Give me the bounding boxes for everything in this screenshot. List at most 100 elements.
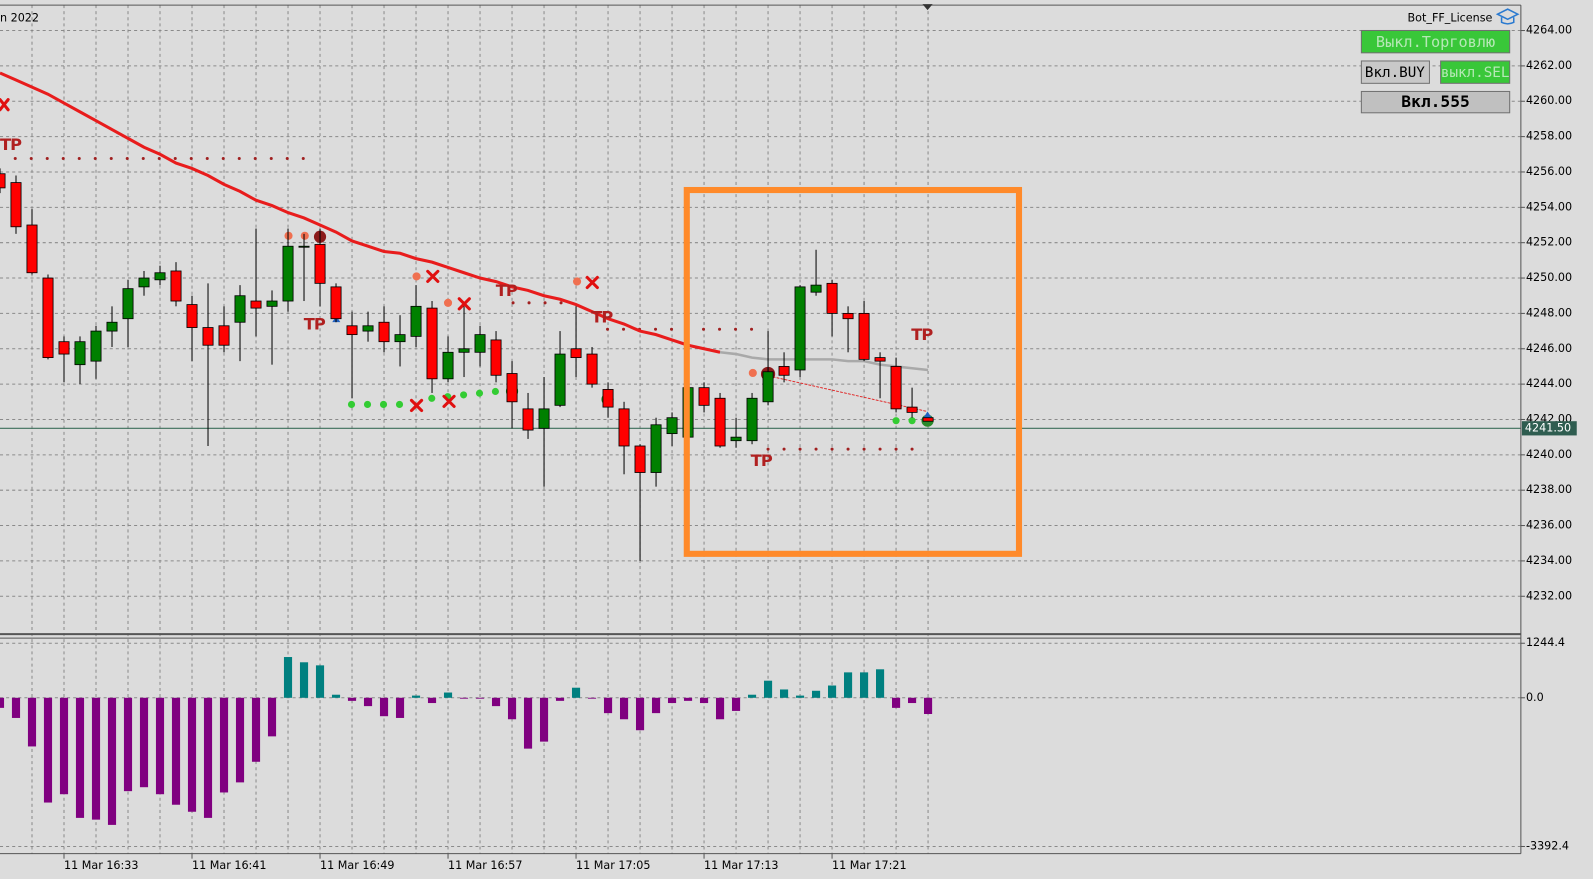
y-tick-label: 4254.00 [1526, 200, 1572, 213]
histogram-bar [667, 697, 677, 704]
y-tick-label: 4238.00 [1526, 483, 1572, 496]
histogram-bar [779, 689, 789, 698]
x-tick-label: 11 Mar 17:21 [832, 859, 906, 872]
arrow-mark [923, 411, 932, 418]
candle-body [730, 436, 742, 442]
button-label[interactable]: Вкл.555 [1401, 92, 1469, 111]
candle-body [506, 373, 518, 403]
candle-body [250, 300, 262, 309]
histogram-bar [427, 697, 437, 704]
x-tick-label: 11 Mar 16:57 [448, 859, 522, 872]
histogram-bar [875, 669, 885, 698]
candle-body [378, 321, 390, 343]
current-price-label: 4241.50 [1525, 421, 1571, 434]
histogram-bar [331, 694, 341, 698]
candle-body [314, 244, 326, 284]
histogram-bar [43, 697, 53, 803]
candle-body [554, 353, 566, 406]
close-marks [0, 98, 599, 413]
histogram-bar [59, 697, 69, 795]
histogram-bar [619, 697, 629, 720]
y-tick-label: -3392.4 [1526, 839, 1569, 852]
histogram-bar [587, 697, 597, 699]
histogram-bar [347, 697, 357, 701]
y-tick-label: 4256.00 [1526, 165, 1572, 178]
button-label[interactable]: Вкл.BUY [1365, 65, 1425, 81]
y-tick-label: 4234.00 [1526, 554, 1572, 567]
button[interactable]: Вкл.BUY [1360, 60, 1430, 84]
candle-body [10, 182, 22, 228]
y-tick-label: 4258.00 [1526, 130, 1572, 143]
histogram-bar [203, 697, 213, 818]
candle-body [74, 341, 86, 366]
moving-average [0, 71, 721, 354]
histogram-bar [571, 687, 581, 698]
entry-dots [428, 387, 502, 402]
candle-body [234, 295, 246, 323]
candle-body [858, 312, 870, 360]
y-tick-label: 4246.00 [1526, 342, 1572, 355]
histogram-bar [171, 697, 181, 805]
histogram-bar [475, 697, 485, 699]
x-tick-label: 11 Mar 16:41 [192, 859, 266, 872]
y-tick-label: 4260.00 [1526, 94, 1572, 107]
histogram-bar [747, 694, 757, 698]
dot [412, 272, 421, 281]
candle-body [346, 325, 358, 336]
candle-body [842, 312, 854, 320]
panel-title: Bot_FF_License [1408, 11, 1493, 24]
histogram-bar [443, 692, 453, 698]
candle-body [282, 245, 294, 302]
candle-body [458, 348, 470, 353]
y-tick-label: 1244.4 [1526, 636, 1565, 649]
candle-body [890, 366, 902, 410]
button[interactable]: Вкл.555 [1360, 90, 1511, 114]
y-tick-label: 4248.00 [1526, 306, 1572, 319]
button-bg[interactable] [1360, 60, 1430, 84]
button[interactable]: Выкл.Торговлю [1360, 29, 1511, 54]
current-price-box [1521, 421, 1577, 436]
tp-label: TP [496, 281, 518, 300]
x-mark [0, 98, 10, 112]
button-bg[interactable] [1440, 60, 1511, 84]
candle-body [330, 286, 342, 320]
x-mark [409, 398, 424, 413]
histogram-bar [139, 697, 149, 788]
candle-body [170, 270, 182, 302]
tp-label: TP [591, 308, 613, 327]
button-label[interactable]: выкл.SEL [1441, 65, 1509, 81]
candle-body [746, 397, 758, 442]
x-mark [457, 297, 471, 311]
candle-body [810, 284, 822, 293]
dot [572, 277, 582, 286]
histogram-bar [411, 695, 421, 698]
button-label[interactable]: Выкл.Торговлю [1376, 33, 1495, 51]
grid-layer: 4232.004234.004236.004238.004240.004242.… [0, 5, 1572, 872]
button-bg[interactable] [1360, 90, 1511, 114]
candle-body [202, 327, 214, 346]
histogram-bar [363, 697, 373, 707]
histogram-bar [651, 697, 661, 714]
candle-body [762, 371, 774, 403]
histogram-bar [555, 697, 565, 701]
panel-icon [1495, 8, 1520, 25]
candle-body [122, 288, 134, 320]
candle-body [90, 330, 102, 362]
y-tick-label: 4240.00 [1526, 448, 1572, 461]
button[interactable]: выкл.SEL [1440, 60, 1511, 84]
button-bg[interactable] [1360, 29, 1511, 54]
candle-body [826, 282, 838, 314]
histogram-bar [843, 672, 853, 698]
histogram-bar [315, 665, 325, 698]
highlight-box [683, 186, 1023, 557]
candle-body [922, 417, 934, 422]
candle-body [362, 325, 374, 332]
y-tick-label: 4250.00 [1526, 271, 1572, 284]
candle-body [0, 173, 6, 189]
tp-label: TP [911, 325, 933, 344]
histogram-bar [235, 697, 245, 783]
histogram-bar [379, 697, 389, 717]
y-tick-label: 4264.00 [1526, 24, 1572, 37]
